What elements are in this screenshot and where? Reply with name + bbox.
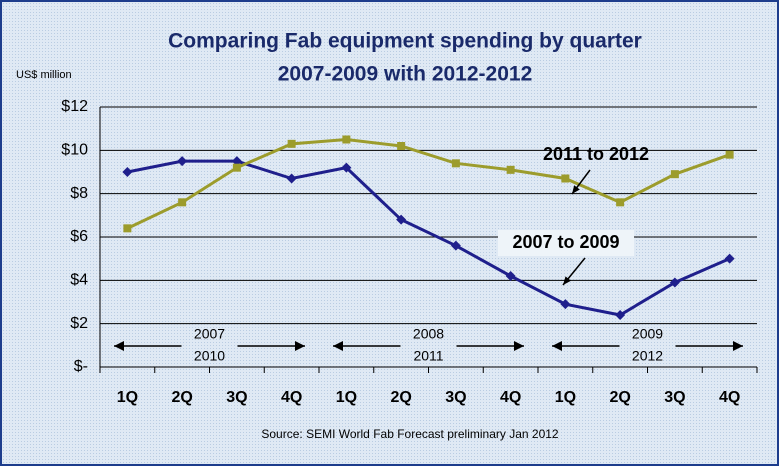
marker <box>450 240 461 251</box>
y-tick-label: $8 <box>70 185 88 202</box>
marker <box>616 198 625 207</box>
y-axis-label: US$ million <box>16 69 72 81</box>
marker <box>123 224 132 233</box>
marker <box>286 173 297 184</box>
y-tick-label: $2 <box>70 315 88 332</box>
year-label: 2009 <box>632 326 663 342</box>
year-label: 2008 <box>413 326 444 342</box>
marker <box>670 170 679 179</box>
marker <box>396 214 407 225</box>
marker <box>451 159 460 168</box>
x-tick-label: 1Q <box>555 389 576 406</box>
marker <box>506 165 515 174</box>
y-tick-label: $12 <box>61 98 88 115</box>
x-tick-label: 2Q <box>390 389 411 406</box>
marker <box>342 135 351 144</box>
y-tick-label: $6 <box>70 228 88 245</box>
series-annotation: 2007 to 2009 <box>512 232 619 252</box>
arrow-head <box>295 341 305 351</box>
annotation-arrow-head <box>563 276 571 285</box>
marker <box>178 198 187 207</box>
x-tick-label: 1Q <box>117 389 138 406</box>
year-label: 2012 <box>632 348 663 364</box>
x-tick-label: 4Q <box>719 389 740 406</box>
marker <box>341 162 352 173</box>
marker <box>287 139 296 148</box>
x-tick-label: 2Q <box>171 389 192 406</box>
marker <box>177 156 188 167</box>
arrow-head <box>333 341 343 351</box>
x-tick-label: 4Q <box>500 389 521 406</box>
marker <box>725 150 734 159</box>
arrow-head <box>733 341 743 351</box>
marker <box>724 253 735 264</box>
x-tick-label: 3Q <box>445 389 466 406</box>
marker <box>232 163 241 172</box>
marker <box>561 174 570 183</box>
marker <box>505 271 516 281</box>
chart-title: Comparing Fab equipment spending by quar… <box>168 30 642 53</box>
marker <box>615 310 626 320</box>
x-tick-label: 3Q <box>226 389 247 406</box>
x-tick-label: 3Q <box>664 389 685 406</box>
marker <box>669 277 680 288</box>
year-label: 2011 <box>413 348 443 364</box>
marker <box>397 142 406 150</box>
series-line <box>126 137 731 230</box>
x-tick-label: 1Q <box>336 389 357 406</box>
source: Source: SEMI World Fab Forecast prelimin… <box>261 427 559 441</box>
x-tick-label: 4Q <box>281 389 302 406</box>
marker <box>122 167 133 177</box>
y-tick-label: $10 <box>61 142 88 159</box>
annotation-box <box>498 230 634 256</box>
y-tick-label: $4 <box>70 272 88 289</box>
year-label: 2010 <box>194 348 225 364</box>
arrow-head <box>114 341 124 351</box>
year-label: 2007 <box>194 326 225 342</box>
annotation-arrow-head <box>572 185 580 194</box>
marker <box>560 299 571 310</box>
chart-subtitle: 2007-2009 with 2012-2012 <box>278 63 533 86</box>
series-line <box>127 159 731 317</box>
y-tick-label: $- <box>74 358 88 375</box>
x-tick-label: 2Q <box>609 389 630 406</box>
arrow-head <box>552 341 562 351</box>
series-annotation: 2011 to 2012 <box>543 144 649 164</box>
arrow-head <box>514 341 524 351</box>
